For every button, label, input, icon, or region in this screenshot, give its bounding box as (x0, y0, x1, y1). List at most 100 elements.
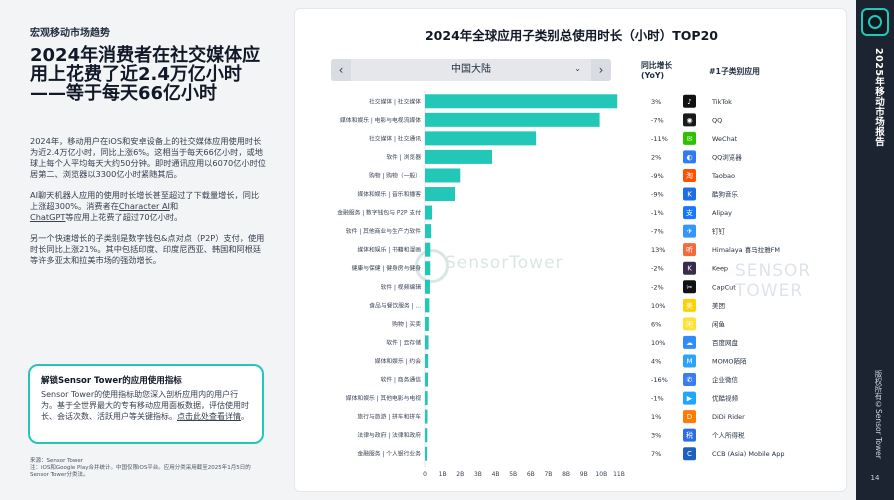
footnote-source: 来源：Sensor Tower (30, 458, 84, 464)
data-bar (425, 94, 618, 109)
app-icon-glyph: C (687, 450, 692, 458)
section-label: 宏观移动市场趋势 (30, 28, 110, 39)
data-bar (425, 131, 537, 146)
callout-title: 解锁Sensor Tower的应用使用指标 (41, 376, 182, 386)
app-icon-glyph: K (687, 191, 692, 199)
app-icon (683, 243, 696, 257)
watermark: SensorTower (445, 253, 564, 273)
growth-value: 3% (651, 432, 661, 440)
data-bar (425, 112, 600, 127)
x-tick-label: 5B (509, 471, 517, 478)
x-tick-label: 0 (423, 471, 427, 478)
data-bar (425, 242, 431, 257)
growth-value: 6% (651, 320, 661, 328)
growth-value: -1% (651, 395, 664, 403)
details-link[interactable]: 点击此处查看详情 (177, 412, 241, 421)
headline-line: 2024年消费者在社交媒体应 (30, 45, 261, 66)
app-icon (683, 150, 696, 164)
growth-value: 4% (651, 357, 661, 365)
x-tick-label: 11B (613, 471, 625, 478)
callout-body-text: Sensor Tower的使用指标助您深入剖析应用内的用户行为。基于全世界最大的… (41, 390, 249, 421)
growth-value: -9% (651, 172, 664, 180)
category-label: 健康与保健 | 健身房与健身 (352, 264, 422, 272)
top-app-name: 个人所得税 (712, 431, 745, 440)
app-icon (683, 261, 696, 275)
app-icon-glyph: 淘 (686, 171, 693, 180)
category-label: 食品与餐饮服务 | ... (369, 301, 421, 309)
app-icon (683, 410, 696, 424)
app-icon-glyph: ▶ (687, 395, 693, 403)
app-icon (683, 317, 696, 331)
app-icon (683, 354, 696, 368)
top-app-name: 钉钉 (712, 227, 726, 236)
growth-value: -2% (651, 283, 664, 291)
sensor-tower-logo-icon (861, 8, 889, 36)
data-bar (425, 168, 461, 183)
chatgpt-link[interactable]: ChatGPT (30, 212, 66, 222)
data-bar (425, 187, 455, 202)
report-title: 2025年移动市场报告 (873, 48, 884, 147)
footnote: 来源：Sensor Tower 注：iOS和Google Play合并统计。中国… (30, 458, 270, 479)
growth-value: 1% (651, 413, 661, 421)
top-app-name: MOMO陌陌 (712, 356, 747, 365)
x-tick-label: 8B (562, 471, 570, 478)
app-icon (683, 335, 696, 349)
growth-value: 13% (651, 246, 665, 254)
growth-value: 7% (651, 450, 661, 458)
x-tick-label: 10B (595, 471, 607, 478)
app-icon (683, 428, 696, 442)
category-label: 媒体和娱乐 | 电影与电视流媒体 (340, 116, 421, 124)
category-label: 购物 | 购物（一般） (369, 171, 421, 179)
top-app-name: 酷狗音乐 (712, 190, 739, 199)
logo-ring (868, 15, 882, 29)
top-app-name: 企业微信 (712, 375, 739, 384)
chevron-left-icon: ‹ (338, 63, 344, 77)
body-text: 2024年，移动用户在iOS和安卓设备上的社交媒体应用使用时长为近2.4万亿小时… (30, 136, 266, 276)
character-ai-link[interactable]: Character AI (118, 201, 170, 211)
category-label: 社交媒体 | 社交媒体 (369, 97, 421, 105)
region-selector[interactable]: ‹ 中国大陆 ⌄ › (331, 59, 611, 81)
growth-value: -2% (651, 265, 664, 273)
category-label: 软件 | 浏览器 (386, 153, 421, 161)
growth-value: -1% (651, 209, 664, 217)
app-icon-glyph: ☁ (686, 339, 693, 347)
x-tick-label: 2B (456, 471, 464, 478)
headline-line: ——等于每天66亿小时 (30, 83, 218, 104)
category-label: 法律与政府 | 法律和政府 (357, 431, 421, 439)
data-bar (425, 353, 429, 368)
app-icon (683, 391, 696, 405)
report-sidebar: 2025年移动市场报告 版权所有©Sensor Tower 14 (856, 0, 894, 500)
category-label: 软件 | 云存储 (386, 338, 421, 346)
category-label: 金融服务 | 个人银行业务 (357, 450, 421, 458)
category-label: 购物 | 买卖 (392, 320, 421, 328)
app-icon (683, 298, 696, 312)
paragraph-usage: 2024年，移动用户在iOS和安卓设备上的社交媒体应用使用时长为近2.4万亿小时… (30, 136, 266, 179)
paragraph-ai: AI聊天机器人应用的使用时长增长甚至超过了下载量增长，同比上涨超300%。消费者… (30, 190, 266, 223)
app-icon-glyph: ✉ (687, 135, 693, 143)
growth-header-line1: 同比增长 (641, 61, 673, 70)
growth-value: -7% (651, 228, 664, 236)
paragraph-ai-text: AI聊天机器人应用的使用时长增长甚至超过了下载量增长，同比上涨超300%。消费者… (30, 190, 260, 211)
growth-value: -7% (651, 116, 664, 124)
prev-region-button[interactable]: ‹ (331, 59, 351, 81)
x-tick-label: 4B (492, 471, 500, 478)
app-icon-glyph: ✆ (687, 376, 693, 384)
category-label: 金融服务 | 数字钱包与 P2P 支付 (337, 209, 421, 217)
copyright: 版权所有©Sensor Tower (874, 370, 883, 459)
chevron-down-icon: ⌄ (574, 64, 581, 73)
app-icon-glyph: ◐ (686, 153, 692, 161)
data-bar (425, 372, 428, 387)
page-number: 14 (870, 474, 880, 482)
watermark-logo-icon (415, 249, 449, 283)
app-icon-glyph: D (687, 413, 692, 421)
app-icon (683, 373, 696, 387)
next-region-button[interactable]: › (591, 59, 611, 81)
x-tick-label: 3B (474, 471, 482, 478)
x-tick-label: 7B (544, 471, 552, 478)
top-app-name: 百度网盘 (712, 338, 739, 347)
data-bar (425, 279, 430, 294)
category-label: 旅行与旅游 | 拼车和拼车 (357, 413, 421, 421)
chart-card: 2024年全球应用子类别总使用时长（小时）TOP20 ‹ 中国大陆 ⌄ › 同比… (294, 8, 847, 492)
growth-value: 10% (651, 339, 665, 347)
x-tick-label: 1B (439, 471, 447, 478)
